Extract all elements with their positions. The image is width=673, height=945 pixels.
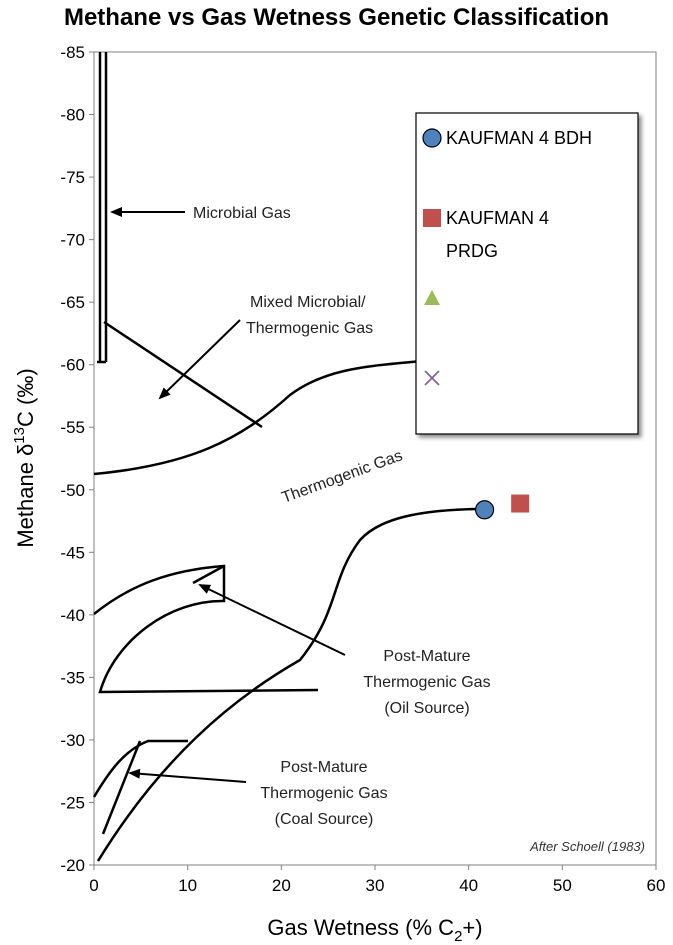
legend-label: PRDG	[446, 241, 498, 261]
mixed-gas-label-2: Thermogenic Gas	[246, 320, 373, 337]
x-tick-label: 30	[366, 876, 385, 895]
x-tick-label: 10	[178, 876, 197, 895]
annotation-arrows	[110, 207, 346, 783]
legend-marker	[424, 290, 440, 305]
y-tick-label: -20	[60, 856, 85, 875]
legend-marker	[422, 128, 442, 148]
y-tick-label: -75	[60, 168, 85, 187]
post-oil-label-1: Post-Mature	[383, 648, 470, 665]
data-point	[511, 494, 530, 513]
mixed-arrow	[158, 319, 241, 400]
x-tick-label: 20	[272, 876, 291, 895]
y-tick-label: -60	[60, 356, 85, 375]
thermogenic-upper-curve	[93, 358, 431, 476]
oil-source-inner	[192, 564, 225, 585]
post-oil-label-2: Thermogenic Gas	[363, 674, 490, 691]
y-tick-label: -85	[60, 43, 85, 62]
x-axis-label: Gas Wetness (% C2+)	[267, 915, 482, 945]
data-points	[474, 494, 530, 520]
y-tick-label: -25	[60, 793, 85, 812]
y-tick-label: -30	[60, 731, 85, 750]
credit-label: After Schoell (1983)	[529, 839, 645, 854]
legend-box	[415, 112, 639, 435]
post-coal-label-2: Thermogenic Gas	[260, 785, 387, 802]
mixed-gas-label-1: Mixed Microbial/	[250, 294, 366, 311]
y-axis-label: Methane δ13C (‰)	[11, 368, 38, 547]
y-tick-label: -55	[60, 418, 85, 437]
post-oil-label-3: (Oil Source)	[384, 700, 469, 717]
thermogenic-lower-curve	[96, 507, 479, 862]
y-tick-label: -40	[60, 606, 85, 625]
axis-ticks: 0 10 20 30 40 50 60 -85 -80 -75 -70 -65 -60 -55 -50 -45…	[60, 43, 665, 895]
y-tick-label: -50	[60, 481, 85, 500]
y-tick-label: -45	[60, 543, 85, 562]
microbial-gas-label: Microbial Gas	[193, 205, 291, 222]
x-tick-label: 50	[553, 876, 572, 895]
post-coal-label-3: (Coal Source)	[275, 811, 374, 828]
legend: KAUFMAN 4 BDH KAUFMAN 4 PRDG	[415, 112, 639, 435]
legend-label: KAUFMAN 4	[446, 208, 549, 228]
y-tick-label: -35	[60, 668, 85, 687]
y-tick-label: -70	[60, 231, 85, 250]
coal-source-arrow	[128, 768, 247, 783]
legend-marker	[423, 209, 441, 227]
coal-source-boundary	[92, 739, 188, 835]
x-tick-label: 0	[89, 876, 98, 895]
microbial-field-boundary	[97, 52, 108, 364]
legend-label: KAUFMAN 4 BDH	[446, 128, 592, 148]
y-tick-label: -65	[60, 293, 85, 312]
chart-title: Methane vs Gas Wetness Genetic Classific…	[63, 4, 610, 31]
legend-marker	[424, 370, 440, 386]
y-tick-label: -80	[60, 106, 85, 125]
x-tick-label: 60	[647, 876, 666, 895]
oil-source-arrow	[198, 584, 346, 656]
post-coal-label-1: Post-Mature	[280, 759, 367, 776]
data-point	[474, 500, 495, 520]
oil-source-boundary	[93, 564, 319, 694]
x-tick-label: 40	[459, 876, 478, 895]
